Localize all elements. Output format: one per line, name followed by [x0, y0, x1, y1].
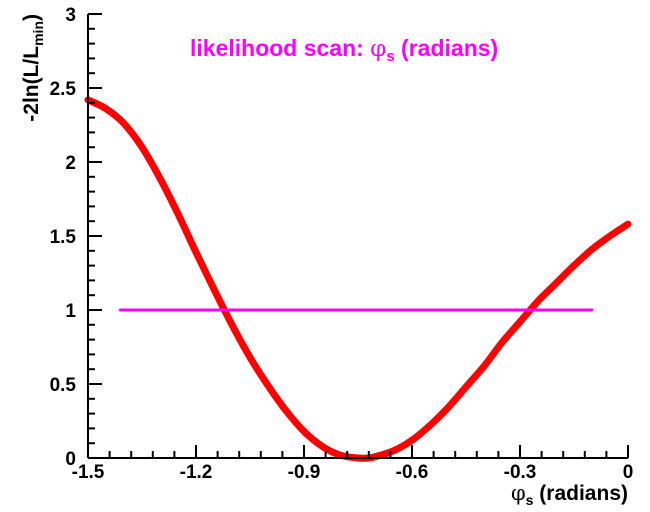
y-tick-label: 0 [65, 449, 76, 470]
x-axis-title-subscript: s [526, 492, 534, 508]
chart-title: likelihood scan: φs (radians) [190, 35, 498, 65]
chart-title-suffix: (radians) [395, 35, 499, 61]
y-tick-label: 2 [65, 153, 76, 174]
x-axis-title-suffix: (radians) [533, 482, 628, 505]
y-axis-title-prefix: -2ln(L/L [20, 46, 43, 122]
y-axis-title: -2ln(L/Lmin) [20, 14, 46, 122]
y-tick-label: 1 [65, 301, 76, 322]
x-axis-title: φs (radians) [511, 481, 628, 508]
x-tick-label: -1.2 [180, 462, 213, 483]
chart-title-prefix: likelihood scan: [190, 35, 370, 61]
x-tick-label: -0.6 [396, 462, 429, 483]
x-axis-title-phi-symbol: φ [511, 481, 526, 505]
chart-title-phi-symbol: φ [370, 36, 386, 62]
y-axis-title-suffix: ) [20, 14, 43, 21]
y-tick-label: 0.5 [50, 375, 77, 396]
x-tick-label: -0.3 [504, 462, 537, 483]
y-tick-label: 2.5 [50, 79, 77, 100]
likelihood-curve [84, 96, 632, 462]
y-tick-label: 3 [65, 5, 76, 26]
x-tick-label: -1.5 [72, 462, 105, 483]
chart-title-subscript: s [386, 48, 394, 65]
x-tick-label: 0 [623, 462, 634, 483]
x-tick-label: -0.9 [288, 462, 321, 483]
y-axis-title-subscript: min [30, 21, 46, 46]
y-tick-label: 1.5 [50, 227, 77, 248]
axis-ticks [87, 13, 629, 459]
axis-tick-labels: -1.5 -1.2 -0.9 -0.6 -0.3 0 0 0.5 1 1.5 2 2.5 3 [50, 5, 634, 483]
plot-curves [84, 96, 632, 462]
